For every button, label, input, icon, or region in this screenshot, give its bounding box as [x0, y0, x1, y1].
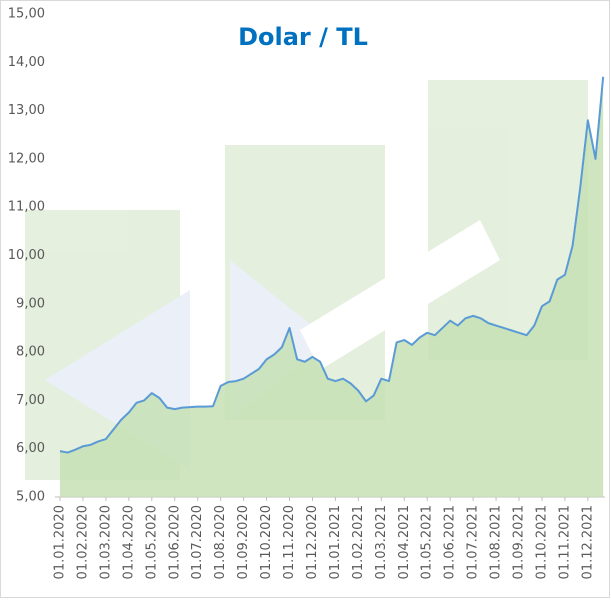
x-tick-label: 01.01.2020 — [53, 505, 68, 579]
x-tick-label: 01.08.2020 — [213, 505, 228, 579]
y-tick-label: 5,00 — [16, 490, 45, 505]
x-tick-label: 01.12.2021 — [580, 505, 595, 579]
x-tick-label: 01.12.2020 — [305, 505, 320, 579]
y-tick-label: 9,00 — [16, 296, 45, 311]
y-tick-label: 15,00 — [8, 7, 45, 22]
x-tick-label: 01.04.2020 — [121, 505, 136, 579]
x-tick-label: 01.08.2021 — [489, 505, 504, 579]
y-tick-label: 10,00 — [8, 248, 45, 263]
x-tick-label: 01.07.2020 — [190, 505, 205, 579]
y-tick-label: 14,00 — [8, 55, 45, 70]
x-tick-label: 01.09.2020 — [236, 505, 251, 579]
x-tick-label: 01.10.2020 — [259, 505, 274, 579]
x-tick-label: 01.06.2020 — [167, 505, 182, 579]
area — [60, 76, 604, 497]
y-tick-label: 13,00 — [8, 103, 45, 118]
y-tick-label: 6,00 — [16, 441, 45, 456]
y-tick-label: 11,00 — [8, 200, 45, 215]
x-tick-label: 01.06.2021 — [443, 505, 458, 579]
y-tick-label: 12,00 — [8, 151, 45, 166]
x-tick-label: 01.05.2020 — [144, 505, 159, 579]
x-tick-label: 01.04.2021 — [397, 505, 412, 579]
x-tick-label: 01.03.2020 — [98, 505, 113, 579]
x-tick-label: 01.02.2020 — [75, 505, 90, 579]
x-tick-label: 01.11.2021 — [557, 505, 572, 579]
x-tick-label: 01.02.2021 — [351, 505, 366, 579]
x-tick-label: 01.10.2021 — [534, 505, 549, 579]
chart-title: Dolar / TL — [238, 23, 368, 51]
y-tick-label: 7,00 — [16, 393, 45, 408]
x-tick-label: 01.05.2021 — [420, 505, 435, 579]
x-tick-label: 01.11.2020 — [282, 505, 297, 579]
line — [59, 76, 605, 454]
y-tick-label: 8,00 — [16, 345, 45, 360]
x-tick-label: 01.09.2021 — [512, 505, 527, 579]
x-tick-label: 01.01.2021 — [328, 505, 343, 579]
x-tick-label: 01.03.2021 — [374, 505, 389, 579]
x-tick-label: 01.07.2021 — [466, 505, 481, 579]
